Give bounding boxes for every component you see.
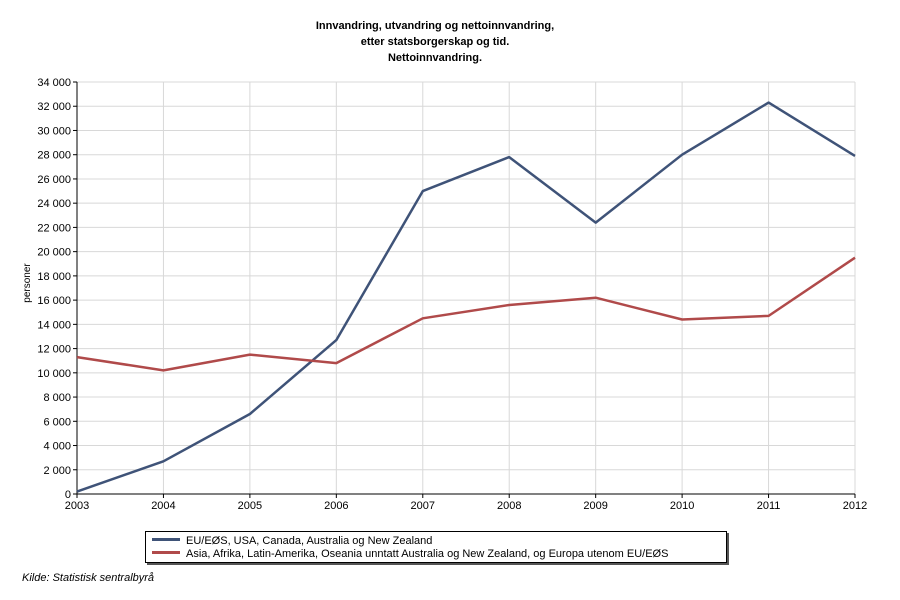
y-axis-ticks: 0 2 000 4 000 6 000 8 000 10 000 12 000 14 000 1… <box>37 77 77 501</box>
x-tick-label: 2005 <box>238 500 262 512</box>
chart-title-line-1: Innvandring, utvandring og nettoinnvandr… <box>315 20 555 32</box>
y-tick-label: 0 <box>65 489 71 501</box>
y-tick-label: 24 000 <box>37 198 71 210</box>
series-lines <box>76 101 856 493</box>
legend-swatch-series-1 <box>152 537 180 541</box>
source-note: Kilde: Statistisk sentralbyrå <box>22 572 155 584</box>
y-tick-label: 12 000 <box>37 344 71 356</box>
legend-item-series-2: Asia, Afrika, Latin-Amerika, Oseania unn… <box>152 547 668 561</box>
x-tick-label: 2003 <box>65 500 89 512</box>
x-tick-label: 2007 <box>411 500 435 512</box>
series-line-1 <box>76 101 856 493</box>
x-tick-label: 2006 <box>324 500 348 512</box>
y-tick-label: 16 000 <box>37 295 71 307</box>
grid-lines <box>76 81 856 495</box>
y-tick-label: 28 000 <box>37 150 71 162</box>
x-axis-ticks: 2003 2004 2005 2006 2007 2008 2009 2010 2011 2012 <box>65 494 867 512</box>
axes <box>76 82 855 495</box>
y-axis-label: personer <box>22 263 33 303</box>
legend-swatch-series-2 <box>152 550 180 554</box>
y-tick-label: 14 000 <box>37 319 71 331</box>
legend: EU/EØS, USA, Canada, Australia og New Ze… <box>145 531 727 563</box>
y-tick-label: 32 000 <box>37 101 71 113</box>
y-tick-label: 20 000 <box>37 247 71 259</box>
x-tick-label: 2010 <box>670 500 694 512</box>
y-tick-label: 10 000 <box>37 368 71 380</box>
y-tick-label: 18 000 <box>37 271 71 283</box>
chart-title-line-2: etter statsborgerskap og tid. <box>360 36 510 48</box>
legend-item-series-1: EU/EØS, USA, Canada, Australia og New Ze… <box>152 534 432 548</box>
legend-label-series-1: EU/EØS, USA, Canada, Australia og New Ze… <box>186 535 433 547</box>
x-tick-label: 2011 <box>757 500 781 512</box>
chart-title-line-3: Nettoinnvandring. <box>387 52 483 64</box>
x-tick-label: 2012 <box>843 500 867 512</box>
x-tick-label: 2009 <box>583 500 607 512</box>
y-tick-label: 26 000 <box>37 174 71 186</box>
line-chart: 0 2 000 4 000 6 000 8 000 10 000 12 000 14 000 1… <box>22 77 867 512</box>
legend-label-series-2: Asia, Afrika, Latin-Amerika, Oseania unn… <box>186 548 669 560</box>
y-tick-label: 34 000 <box>37 77 71 89</box>
y-tick-label: 22 000 <box>37 222 71 234</box>
x-tick-label: 2008 <box>497 500 521 512</box>
chart-title: Innvandring, utvandring og nettoinnvandr… <box>0 18 870 66</box>
x-tick-label: 2004 <box>151 500 175 512</box>
y-tick-label: 2 000 <box>43 465 71 477</box>
y-tick-label: 8 000 <box>43 392 71 404</box>
y-tick-label: 6 000 <box>43 416 71 428</box>
series-line-2 <box>76 256 856 372</box>
y-tick-label: 30 000 <box>37 125 71 137</box>
y-tick-label: 4 000 <box>43 441 71 453</box>
